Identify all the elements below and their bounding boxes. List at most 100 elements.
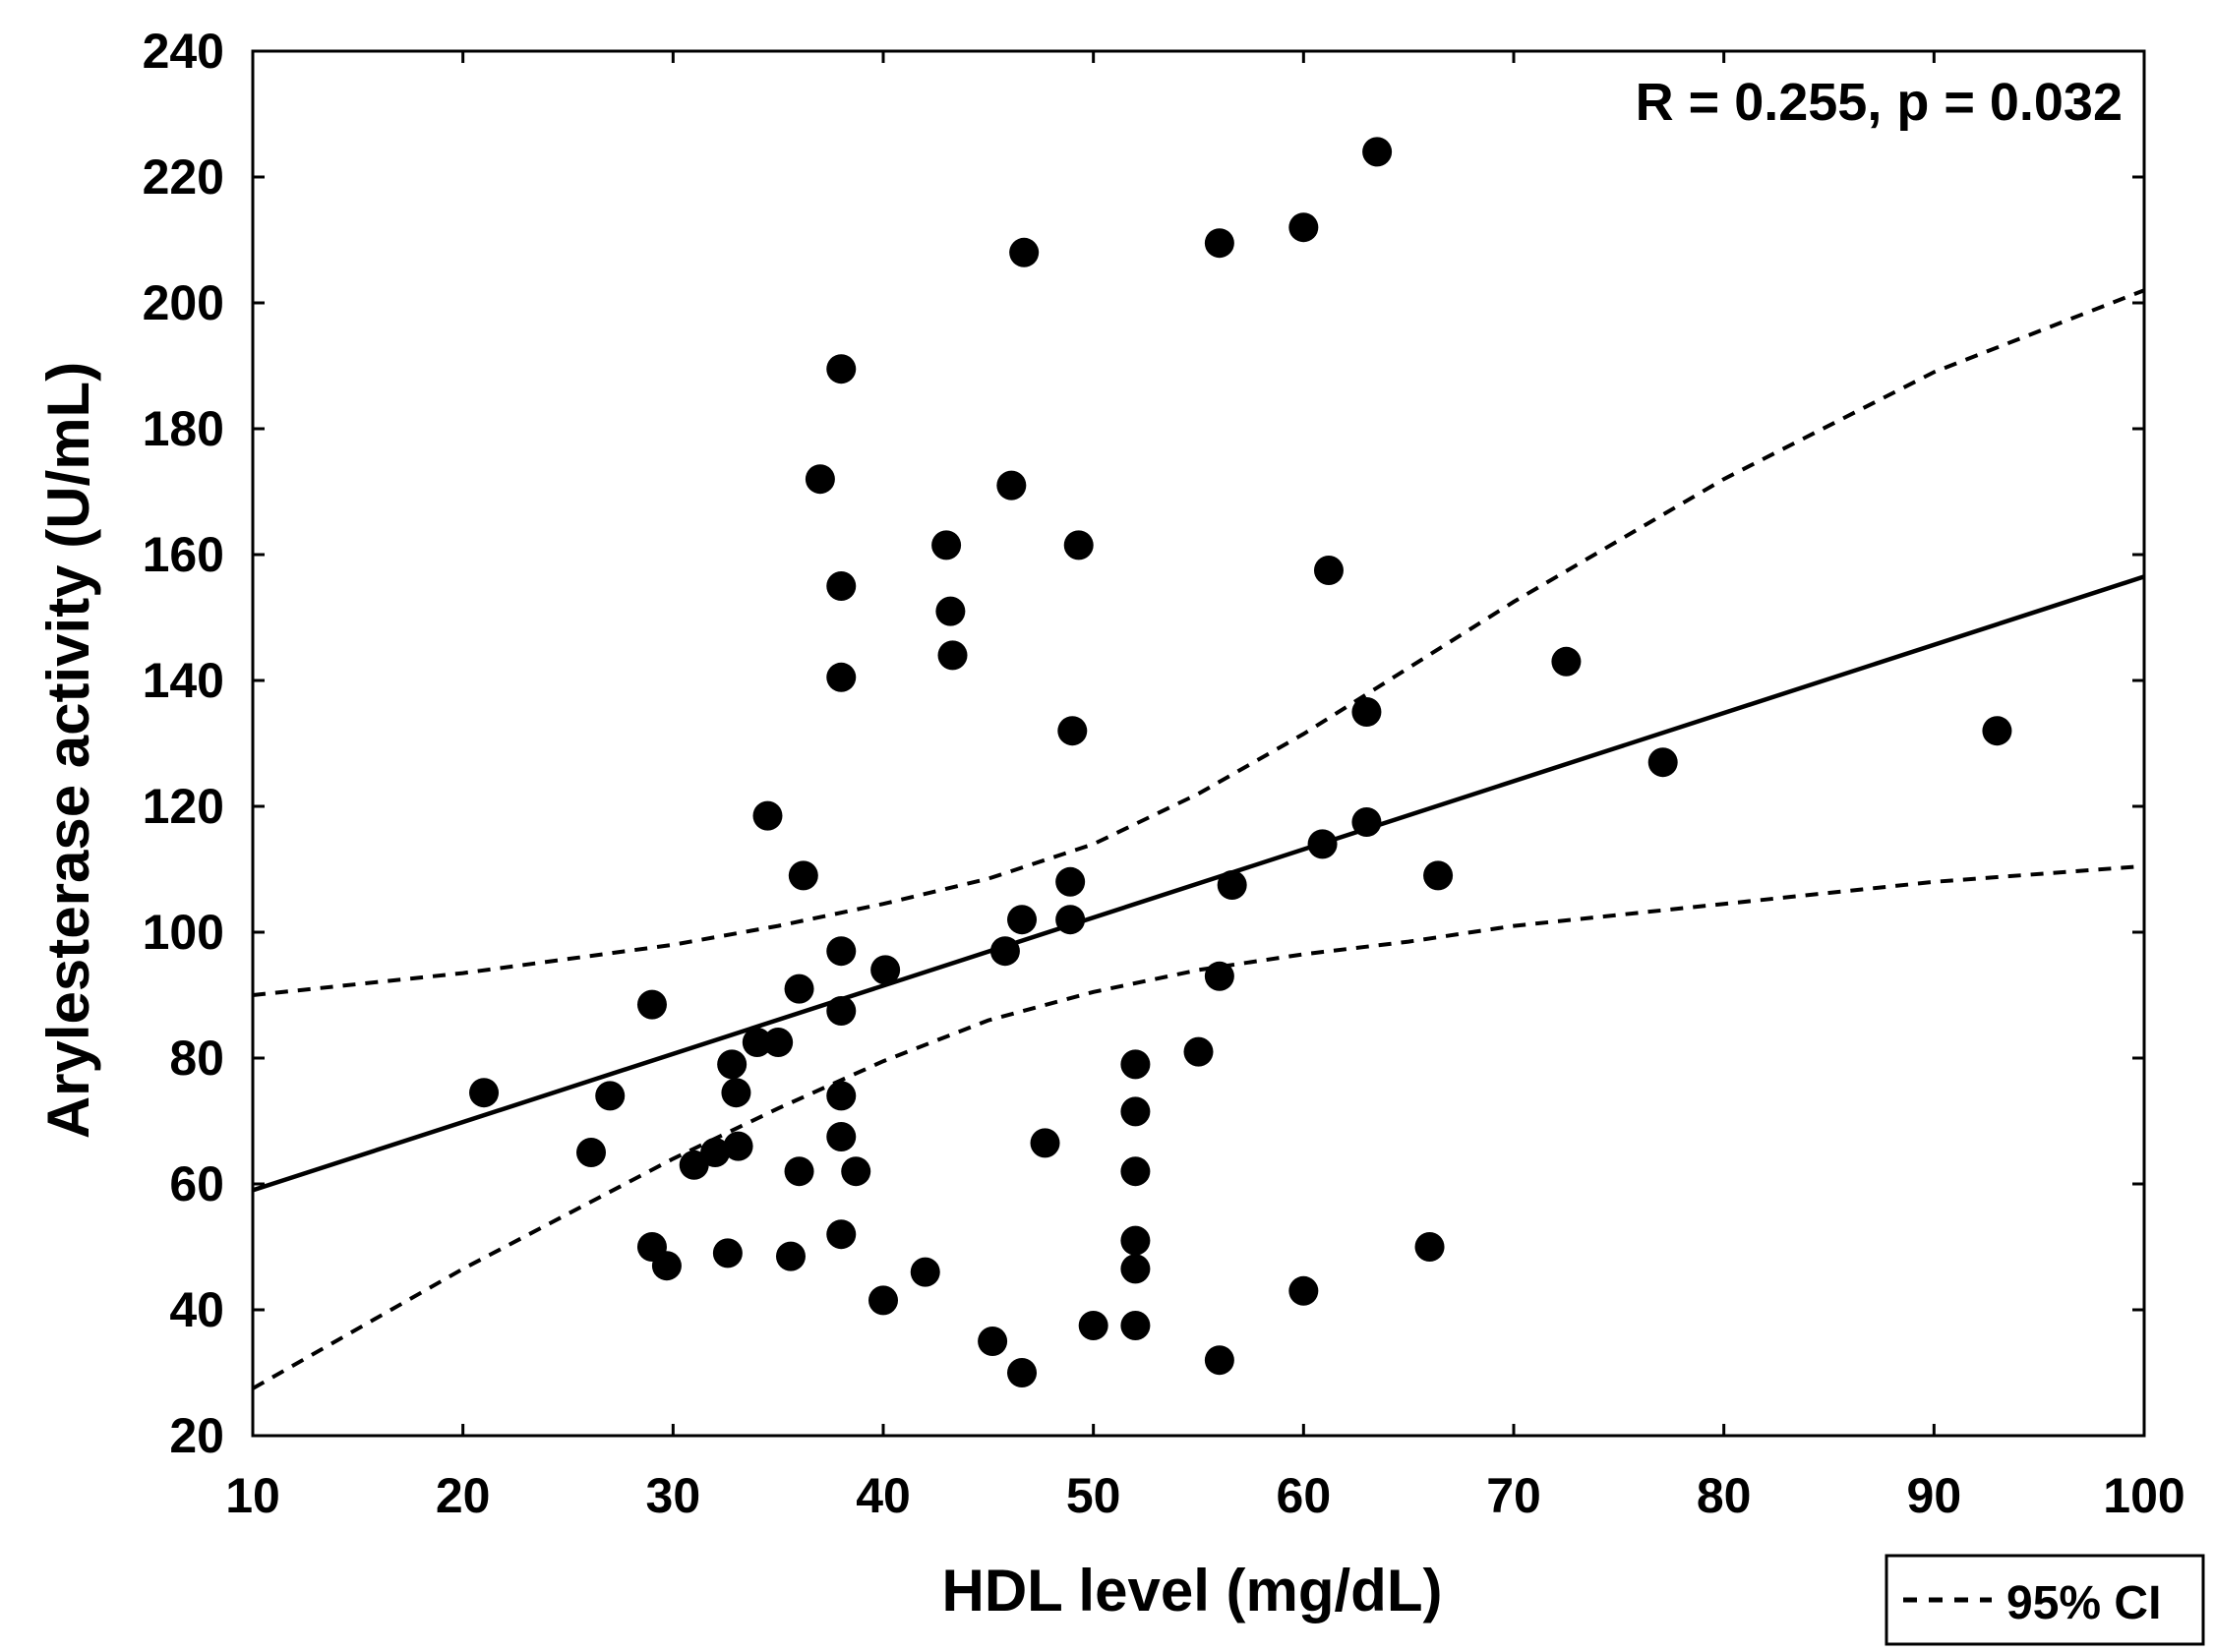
data-point	[752, 800, 783, 831]
data-point	[1120, 1096, 1151, 1127]
legend-label: 95% CI	[2006, 1577, 2161, 1629]
data-point	[935, 596, 966, 626]
data-point	[826, 354, 857, 384]
data-point	[1120, 1156, 1151, 1187]
tick-marks	[251, 49, 2146, 1438]
data-point	[826, 996, 857, 1026]
y-tick-label: 80	[169, 1031, 224, 1086]
y-tick-label: 100	[143, 905, 224, 960]
x-tick-label: 70	[1486, 1468, 1541, 1523]
y-tick-label: 120	[143, 779, 224, 834]
data-point	[1313, 556, 1344, 585]
data-point	[721, 1078, 751, 1108]
data-point	[576, 1138, 607, 1167]
y-axis-label: Arylesterase activity (U/mL)	[35, 362, 101, 1139]
data-point	[1414, 1232, 1445, 1262]
data-point	[996, 470, 1027, 501]
data-point	[1030, 1128, 1060, 1158]
x-tick-label: 10	[225, 1468, 280, 1523]
data-point	[1120, 1225, 1151, 1256]
data-point	[1007, 1358, 1038, 1387]
data-point	[1288, 1275, 1319, 1306]
data-point	[1307, 829, 1338, 859]
data-point	[1055, 905, 1086, 935]
data-point	[826, 1219, 857, 1250]
data-point	[1063, 530, 1094, 560]
ci-band-line	[252, 288, 2145, 997]
data-point	[700, 1138, 731, 1167]
y-tick-label: 200	[143, 275, 224, 330]
y-tick-label: 180	[143, 401, 224, 456]
data-point	[805, 464, 835, 495]
y-tick-label: 20	[169, 1408, 224, 1463]
data-point	[826, 1081, 857, 1111]
x-tick-label: 40	[856, 1468, 911, 1523]
x-tick-label: 60	[1277, 1468, 1332, 1523]
data-point	[1055, 866, 1086, 897]
data-point	[636, 989, 667, 1020]
data-points	[469, 137, 2012, 1387]
data-point	[651, 1251, 682, 1281]
data-point	[841, 1156, 871, 1187]
data-point	[1009, 237, 1040, 267]
data-point	[1120, 1049, 1151, 1080]
data-point	[910, 1257, 940, 1287]
data-point	[937, 640, 968, 671]
x-tick-label: 30	[646, 1468, 701, 1523]
data-point	[1007, 905, 1038, 935]
data-point	[978, 1327, 1008, 1356]
y-tick-label: 40	[169, 1282, 224, 1337]
data-point	[1120, 1311, 1151, 1340]
y-tick-label: 60	[169, 1156, 224, 1211]
data-point	[775, 1241, 806, 1271]
x-tick-label: 20	[436, 1468, 491, 1523]
data-point	[469, 1078, 500, 1108]
data-point	[870, 955, 901, 985]
data-point	[784, 1156, 814, 1187]
data-point	[1351, 697, 1382, 727]
data-point	[1551, 646, 1582, 677]
data-point	[1183, 1036, 1214, 1067]
data-point	[1423, 860, 1454, 891]
data-point	[989, 936, 1020, 967]
x-tick-label: 90	[1907, 1468, 1962, 1523]
data-point	[1362, 137, 1393, 167]
legend: 95% CI	[1885, 1554, 2205, 1646]
data-point	[1982, 716, 2012, 746]
data-point	[826, 1122, 857, 1151]
correlation-annotation: R = 0.255, p = 0.032	[1636, 73, 2123, 132]
data-point	[1204, 961, 1234, 991]
data-point	[1288, 212, 1319, 243]
y-tick-label: 220	[143, 149, 224, 205]
y-tick-label: 140	[143, 653, 224, 708]
x-tick-label: 100	[2103, 1468, 2184, 1523]
x-tick-label: 80	[1697, 1468, 1752, 1523]
data-point	[1647, 747, 1678, 778]
y-tick-label: 160	[143, 527, 224, 582]
data-point	[1204, 228, 1234, 259]
data-point	[717, 1049, 748, 1080]
x-tick-label: 50	[1066, 1468, 1121, 1523]
data-point	[1351, 807, 1382, 837]
plot-area-frame	[251, 49, 2146, 1438]
data-point	[1078, 1311, 1108, 1340]
data-point	[1057, 716, 1088, 746]
data-point	[763, 1028, 794, 1057]
ci-band-line	[252, 863, 2145, 1390]
data-point	[742, 1028, 772, 1057]
data-point	[826, 936, 857, 967]
data-point	[826, 571, 857, 601]
data-point	[1120, 1254, 1151, 1284]
tick-labels: 10 20 30 40 50 60 70 80 90 1002040608010012014016…	[143, 24, 2185, 1523]
regression-line	[252, 574, 2145, 1193]
y-tick-label: 240	[143, 24, 224, 79]
data-point	[868, 1285, 898, 1316]
data-point	[931, 530, 962, 560]
data-point	[826, 662, 857, 692]
data-point	[1204, 1345, 1234, 1376]
regression-lines	[252, 288, 2145, 1390]
x-axis-label: HDL level (mg/dL)	[942, 1558, 1443, 1623]
data-point	[712, 1238, 743, 1268]
data-point	[723, 1131, 753, 1161]
